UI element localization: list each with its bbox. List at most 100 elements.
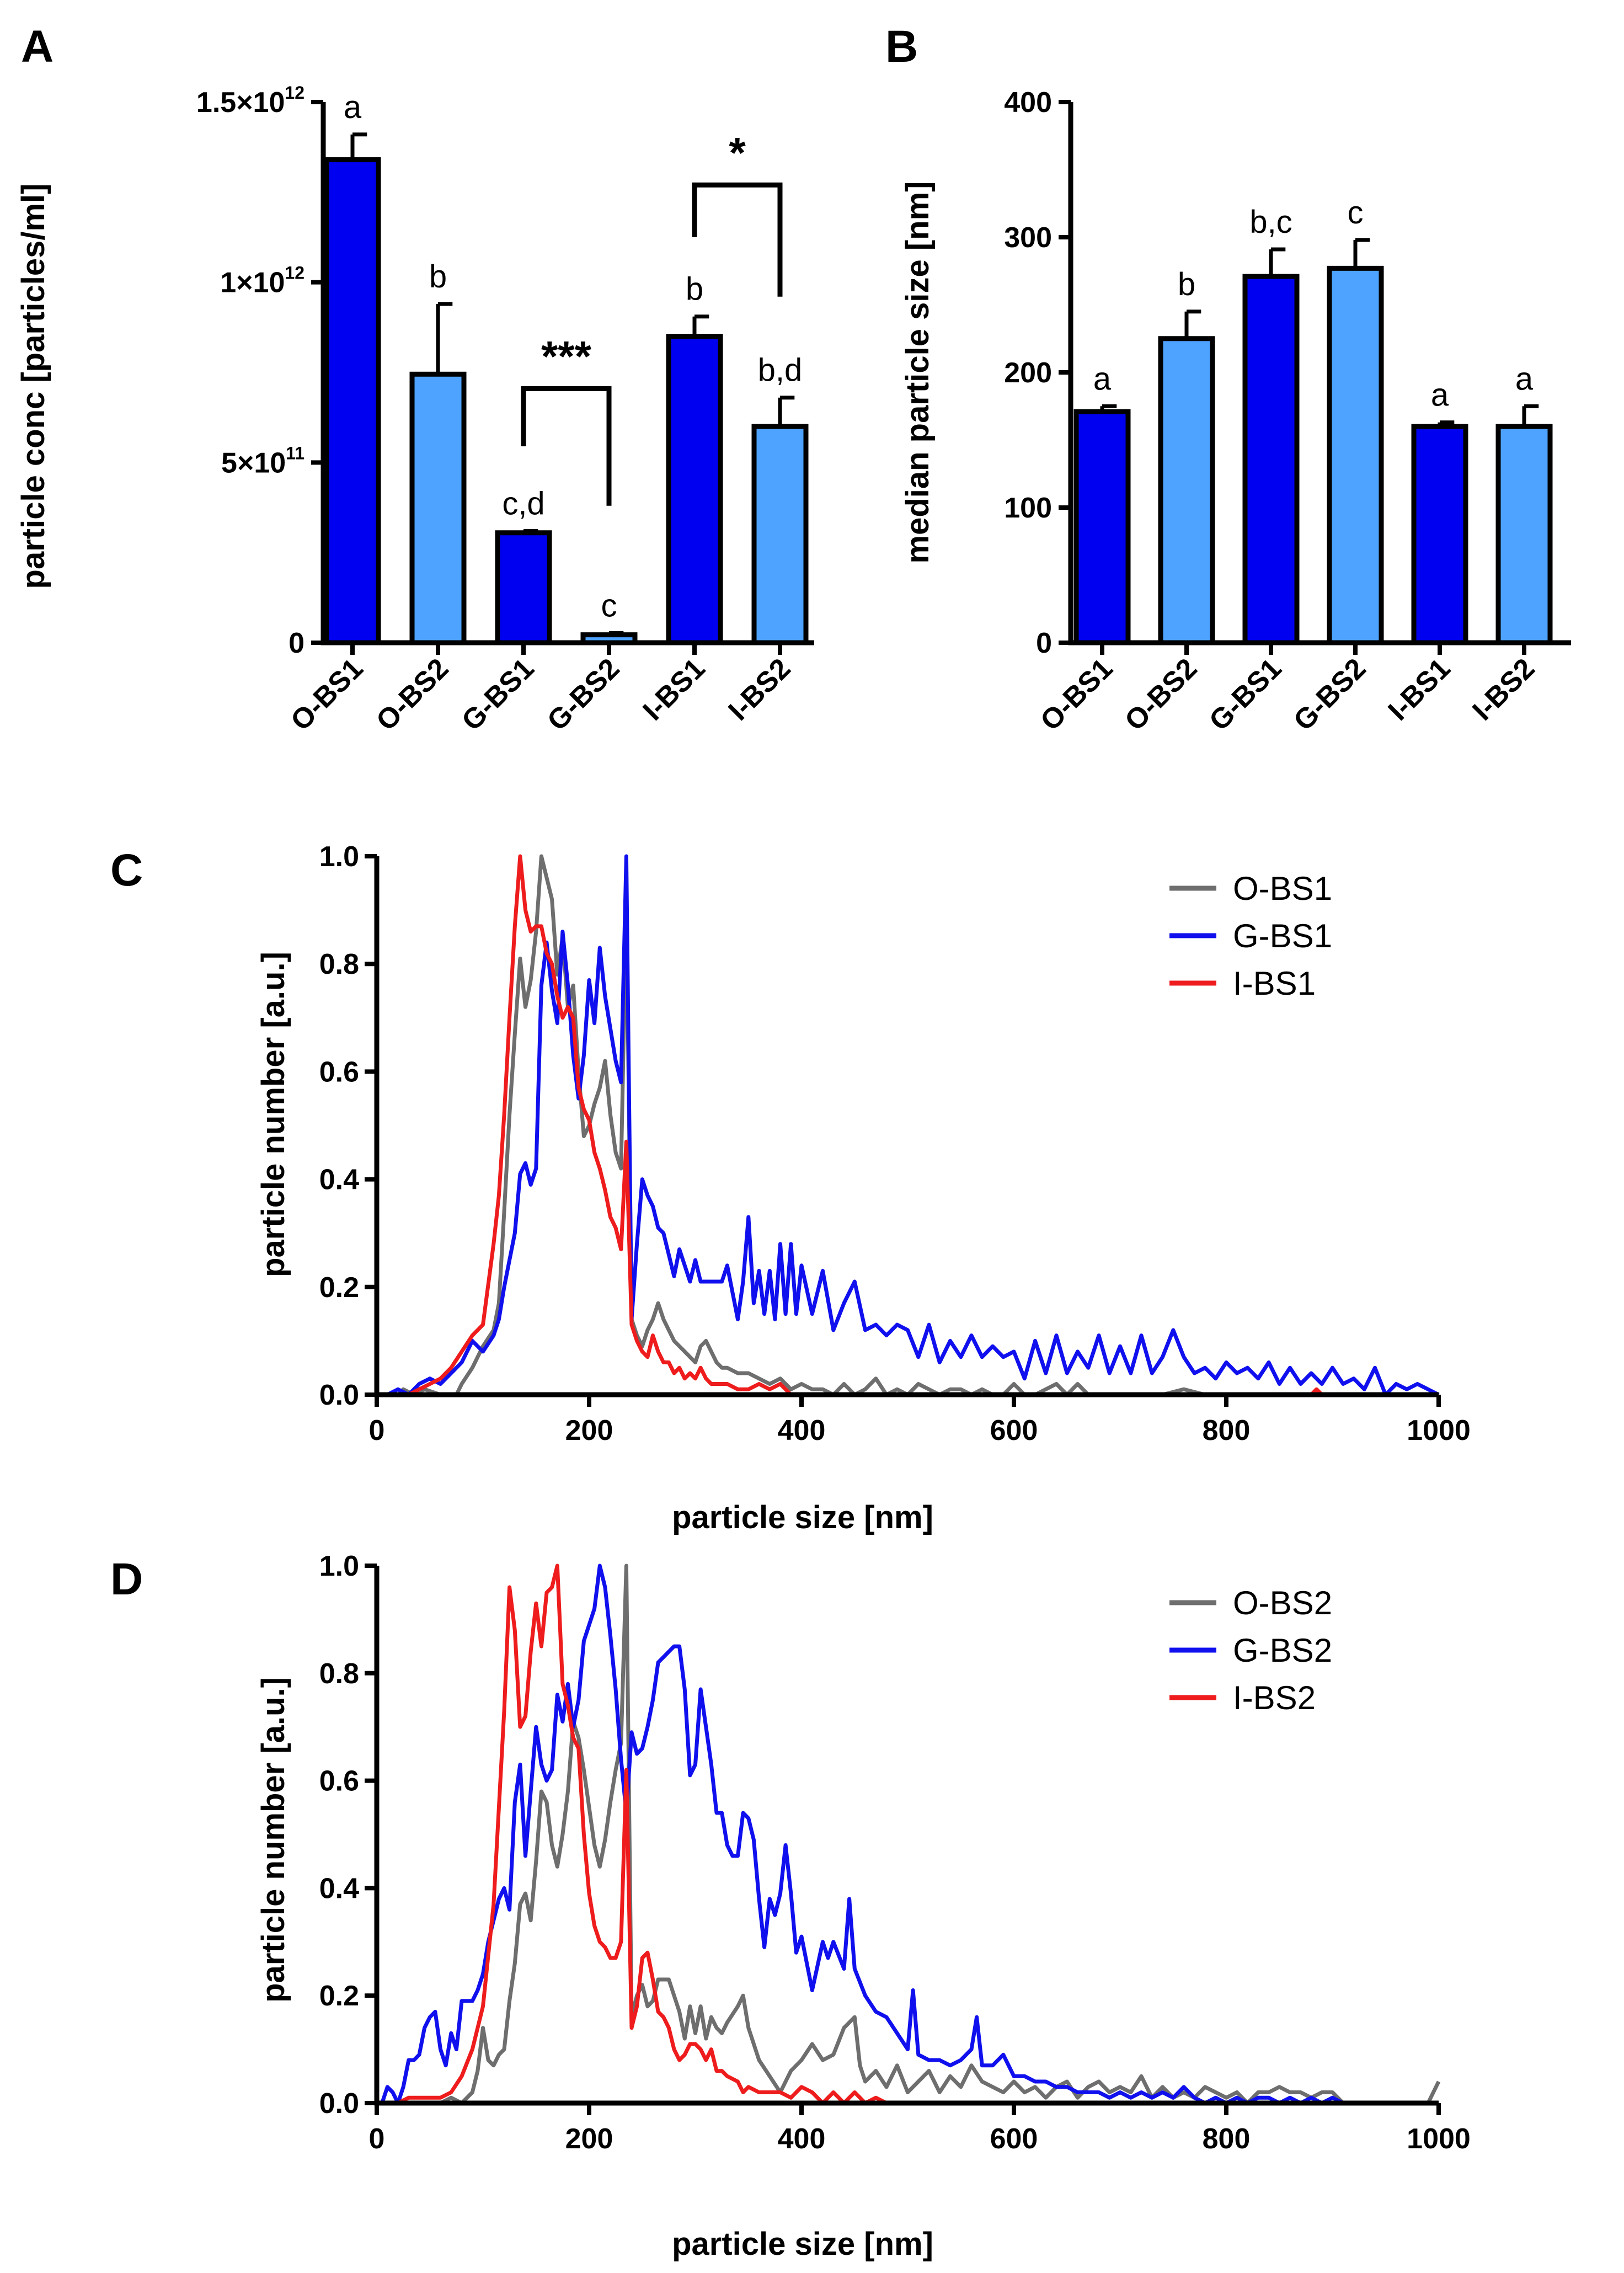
bar-g-bs1 xyxy=(1242,274,1300,645)
group-letter: b xyxy=(1178,266,1195,302)
y-tick-base: 5×10 xyxy=(221,447,286,479)
group-letter: c xyxy=(601,588,617,623)
panel-a-y-ticks: 0 5×1011 1×1012 1.5×10 12 xyxy=(196,83,323,659)
panel-b-axes xyxy=(1068,102,1571,645)
y-tick-label: 1×1012 xyxy=(220,263,304,299)
category-label: O-BS1 xyxy=(1034,652,1119,737)
y-tick-base: 1×10 xyxy=(220,267,285,299)
category-label: O-BS1 xyxy=(285,652,369,737)
group-letter: b,c xyxy=(1249,204,1292,240)
category-label: G-BS2 xyxy=(541,652,626,737)
y-tick-exponent: 12 xyxy=(285,263,304,283)
significance-bracket xyxy=(692,182,783,297)
y-tick-label: 0 xyxy=(289,627,304,659)
panel-b-error-bars xyxy=(1100,238,1539,426)
panel-c-axes xyxy=(374,856,1439,1397)
x-tick-label: 0 xyxy=(369,2123,385,2155)
panel-d-series xyxy=(377,1564,1441,2105)
x-tick-label: 0 xyxy=(369,1415,385,1447)
panel-a-significance: **** xyxy=(521,128,783,506)
significance-stars: *** xyxy=(541,332,592,380)
group-letter: c,d xyxy=(502,485,544,521)
y-tick-label: 0.0 xyxy=(319,1379,359,1411)
panel-b-bars xyxy=(1073,265,1553,645)
category-label: G-BS2 xyxy=(1288,652,1372,737)
y-tick-label: 0.4 xyxy=(319,1164,359,1196)
y-tick-label: 1.0 xyxy=(319,1550,359,1582)
y-tick-base: 200 xyxy=(1004,357,1052,389)
group-letter: a xyxy=(1431,377,1449,413)
y-tick-label: 0.6 xyxy=(319,1056,359,1088)
panel-b-group-letters: a b b,c c a a xyxy=(1093,195,1534,413)
panel-b-y-ticks: 0 100 200 300 400 xyxy=(1004,87,1071,659)
category-label: I-BS2 xyxy=(722,652,797,727)
panel-a-error-bars xyxy=(350,132,795,635)
panel-a-category-labels: O-BS1 O-BS2 G-BS1 G-BS2 I-BS1 I-BS2 xyxy=(285,643,797,737)
category-label: I-BS1 xyxy=(1382,652,1456,727)
error-bar-i-bs1 xyxy=(1438,420,1455,426)
category-label: G-BS1 xyxy=(1203,652,1288,737)
group-letter: b xyxy=(686,271,703,307)
y-tick-label: 0.2 xyxy=(319,1272,359,1304)
error-bar-g-bs2 xyxy=(1353,238,1370,269)
panel-d-legend: O-BS2 G-BS2 I-BS2 xyxy=(1169,1584,1332,1716)
bar-i-bs2 xyxy=(751,424,809,645)
panel-a-y-axis-label: particle conc [particles/ml] xyxy=(15,184,51,589)
bar-g-bs1 xyxy=(495,530,552,645)
y-tick-label: 0.6 xyxy=(319,1765,359,1797)
group-letter: a xyxy=(1515,361,1534,397)
y-tick-label: 0.2 xyxy=(319,1980,359,2012)
x-tick-label: 200 xyxy=(565,1415,613,1447)
bar-g-bs2 xyxy=(1327,265,1384,645)
y-tick-exponent: 11 xyxy=(286,443,304,463)
group-letter: a xyxy=(344,89,362,125)
error-bar-g-bs2 xyxy=(607,631,624,635)
x-tick-label: 600 xyxy=(990,1415,1038,1447)
panel-b-category-labels: O-BS1 O-BS2 G-BS1 G-BS2 I-BS1 I-BS2 xyxy=(1034,643,1541,737)
significance-stars: * xyxy=(729,128,746,177)
y-tick-base: 400 xyxy=(1004,87,1052,119)
error-bar-i-bs2 xyxy=(778,396,795,426)
legend-label-i-bs2: I-BS2 xyxy=(1233,1679,1316,1716)
group-letter: b,d xyxy=(758,353,803,388)
legend-label-g-bs2: G-BS2 xyxy=(1233,1632,1332,1669)
error-bar-o-bs2 xyxy=(436,302,453,375)
bar-o-bs2 xyxy=(409,371,467,645)
panel-label-a: A xyxy=(21,22,54,72)
y-tick-label: 1.0 xyxy=(319,841,359,873)
series-line-g-bs2 xyxy=(377,1564,1439,2105)
legend-label-i-bs1: I-BS1 xyxy=(1233,965,1316,1002)
y-tick-base: 0 xyxy=(289,627,304,659)
panel-a-group-letters: a b c,d c b b,d xyxy=(344,89,802,624)
group-letter: a xyxy=(1093,361,1112,397)
error-bar-o-bs1 xyxy=(1100,404,1117,412)
y-tick-base: 300 xyxy=(1004,222,1052,254)
x-tick-label: 800 xyxy=(1203,1415,1251,1447)
panel-label-b: B xyxy=(885,22,918,72)
panel-label-c: C xyxy=(110,845,143,895)
y-tick-label: 5×1011 xyxy=(221,443,304,479)
legend-label-o-bs2: O-BS2 xyxy=(1233,1584,1332,1621)
x-tick-label: 600 xyxy=(990,2123,1038,2155)
y-tick-base: 100 xyxy=(1004,492,1052,524)
category-label: I-BS1 xyxy=(637,652,711,727)
category-label: I-BS2 xyxy=(1466,652,1541,727)
y-tick-label: 0.8 xyxy=(319,948,359,980)
group-letter: b xyxy=(429,259,447,295)
x-tick-label: 800 xyxy=(1203,2123,1251,2155)
y-tick-base: 1.5×10 xyxy=(196,87,285,119)
bar-o-bs2 xyxy=(1158,336,1215,645)
bar-o-bs1 xyxy=(1073,409,1131,645)
panel-d-x-axis-label: particle size [nm] xyxy=(672,2226,933,2262)
y-tick-label: 0.4 xyxy=(319,1872,359,1904)
panel-d-y-axis-label: particle number [a.u.] xyxy=(255,1677,291,2003)
legend-label-g-bs1: G-BS1 xyxy=(1233,917,1332,954)
group-letter: c xyxy=(1348,195,1364,231)
panel-d-axes xyxy=(374,1566,1439,2106)
panel-c-x-axis-label: particle size [nm] xyxy=(672,1500,933,1535)
panel-d: D particle number [a.u.] particle size [… xyxy=(110,1550,1471,2262)
y-tick-label: 300 xyxy=(1004,222,1052,254)
x-tick-label: 400 xyxy=(778,2123,826,2155)
y-tick-label: 0 xyxy=(1036,627,1052,659)
